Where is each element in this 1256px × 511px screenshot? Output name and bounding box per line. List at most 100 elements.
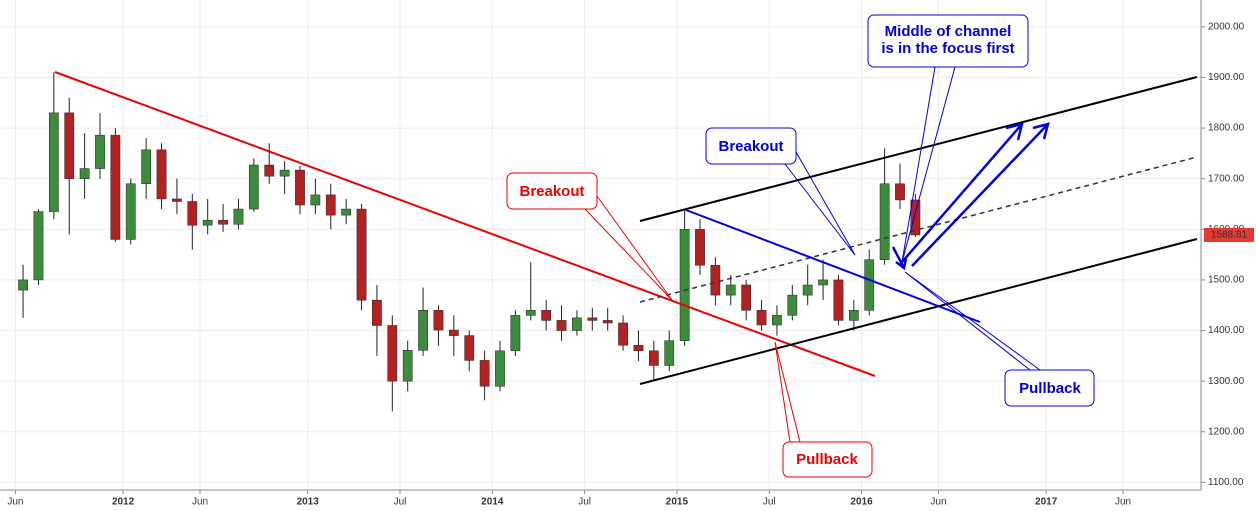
y-tick-label: 1200.00 [1208, 426, 1245, 437]
candle-body [602, 320, 613, 324]
candle-body [787, 294, 798, 316]
candle-body [64, 112, 75, 179]
candle-body [510, 315, 521, 352]
candle-body [864, 259, 875, 311]
x-tick-label: Jun [7, 497, 23, 508]
candle-body [818, 279, 828, 286]
candle-body [187, 201, 198, 226]
y-tick-label: 1500.00 [1208, 275, 1245, 286]
callout-box [705, 127, 797, 165]
x-tick-label: 2016 [850, 497, 873, 508]
candle-body [556, 320, 567, 331]
callout-pointers-red [584, 195, 801, 443]
candle-body [402, 350, 413, 382]
candle-body [18, 279, 28, 291]
annotation: Middle of channel [885, 23, 1012, 40]
pointer [584, 195, 673, 301]
candles [18, 72, 921, 412]
x-tick-label: 2017 [1035, 497, 1058, 508]
candle-body [710, 264, 721, 296]
candle-body [541, 310, 552, 321]
candle-body [695, 229, 705, 266]
candle-body [279, 169, 290, 177]
pointer [774, 341, 801, 443]
candle-body [372, 299, 382, 326]
candle-body [433, 310, 444, 331]
candle-body [48, 112, 59, 212]
candle-body [156, 149, 167, 200]
candle-body [264, 164, 275, 177]
candle-body [95, 134, 105, 169]
candle-body [172, 198, 182, 202]
candle-body [525, 310, 536, 316]
annotation: Pullback [1019, 380, 1081, 397]
last-price-label: 1588.81 [1211, 230, 1248, 241]
annotation: Pullback [796, 451, 858, 468]
x-tick-label: Jun [1115, 497, 1131, 508]
y-tick-label: 1900.00 [1208, 72, 1245, 83]
y-tick-label: 1100.00 [1208, 477, 1244, 488]
arrow [901, 122, 1024, 263]
candle-body [248, 164, 259, 210]
x-tick-label: 2013 [297, 497, 320, 508]
candle-body [587, 317, 598, 321]
arrow [891, 246, 908, 271]
grid [0, 0, 1200, 490]
candle-body [110, 134, 121, 240]
channel-lower [639, 238, 1198, 385]
x-tick-label: 2012 [112, 497, 135, 508]
x-tick-label: 2014 [481, 497, 504, 508]
candle-body [464, 335, 475, 361]
candle-body [633, 344, 644, 352]
candle-body [802, 284, 813, 296]
last-price-tag [1204, 227, 1254, 242]
callout-box [1004, 369, 1095, 407]
blue-trendline [685, 209, 981, 323]
candle-body [848, 310, 859, 321]
candle-body [295, 169, 305, 206]
candle-body [341, 208, 352, 216]
annotation: Breakout [718, 138, 783, 155]
candle-body [679, 229, 690, 341]
y-tick-label: 1400.00 [1208, 325, 1245, 336]
candle-body [356, 208, 367, 301]
candle-body [495, 350, 505, 387]
arrow [911, 122, 1050, 267]
callout-box [506, 172, 598, 210]
channel-middle [639, 156, 1198, 303]
candle-body [572, 317, 582, 331]
drawings: Middle of channel is in the focus first … [54, 14, 1198, 478]
y-tick-label: 1700.00 [1208, 173, 1245, 184]
candle-body [418, 310, 428, 351]
candle-body [233, 208, 244, 225]
x-tick-label: Jun [192, 497, 208, 508]
y-tick-label: 1800.00 [1208, 123, 1245, 134]
candle-body [479, 360, 490, 387]
candle-body [741, 284, 752, 311]
x-tick-label: Jun [930, 497, 946, 508]
candle-body [664, 340, 675, 366]
candle-body [202, 219, 213, 226]
candle-body [79, 168, 90, 179]
x-tick-label: Jul [763, 497, 776, 508]
pointer [784, 151, 856, 256]
x-tick-label: Jul [394, 497, 407, 508]
red-trendline [54, 71, 876, 377]
candle-body [772, 315, 782, 326]
axes: 1100.001200.001300.001400.001500.001600.… [7, 21, 1254, 508]
pointer [901, 66, 956, 263]
candle-body [910, 199, 921, 236]
y-tick-label: 1300.00 [1208, 376, 1245, 387]
candle-body [895, 183, 905, 201]
candle-body [33, 211, 44, 281]
annotation: is in the focus first [881, 40, 1014, 57]
candle-body [756, 310, 767, 326]
x-tick-label: 2015 [666, 497, 689, 508]
candle-body [125, 183, 136, 240]
callout-box [782, 441, 873, 478]
pointer [904, 271, 1041, 371]
candle-body [387, 325, 398, 382]
